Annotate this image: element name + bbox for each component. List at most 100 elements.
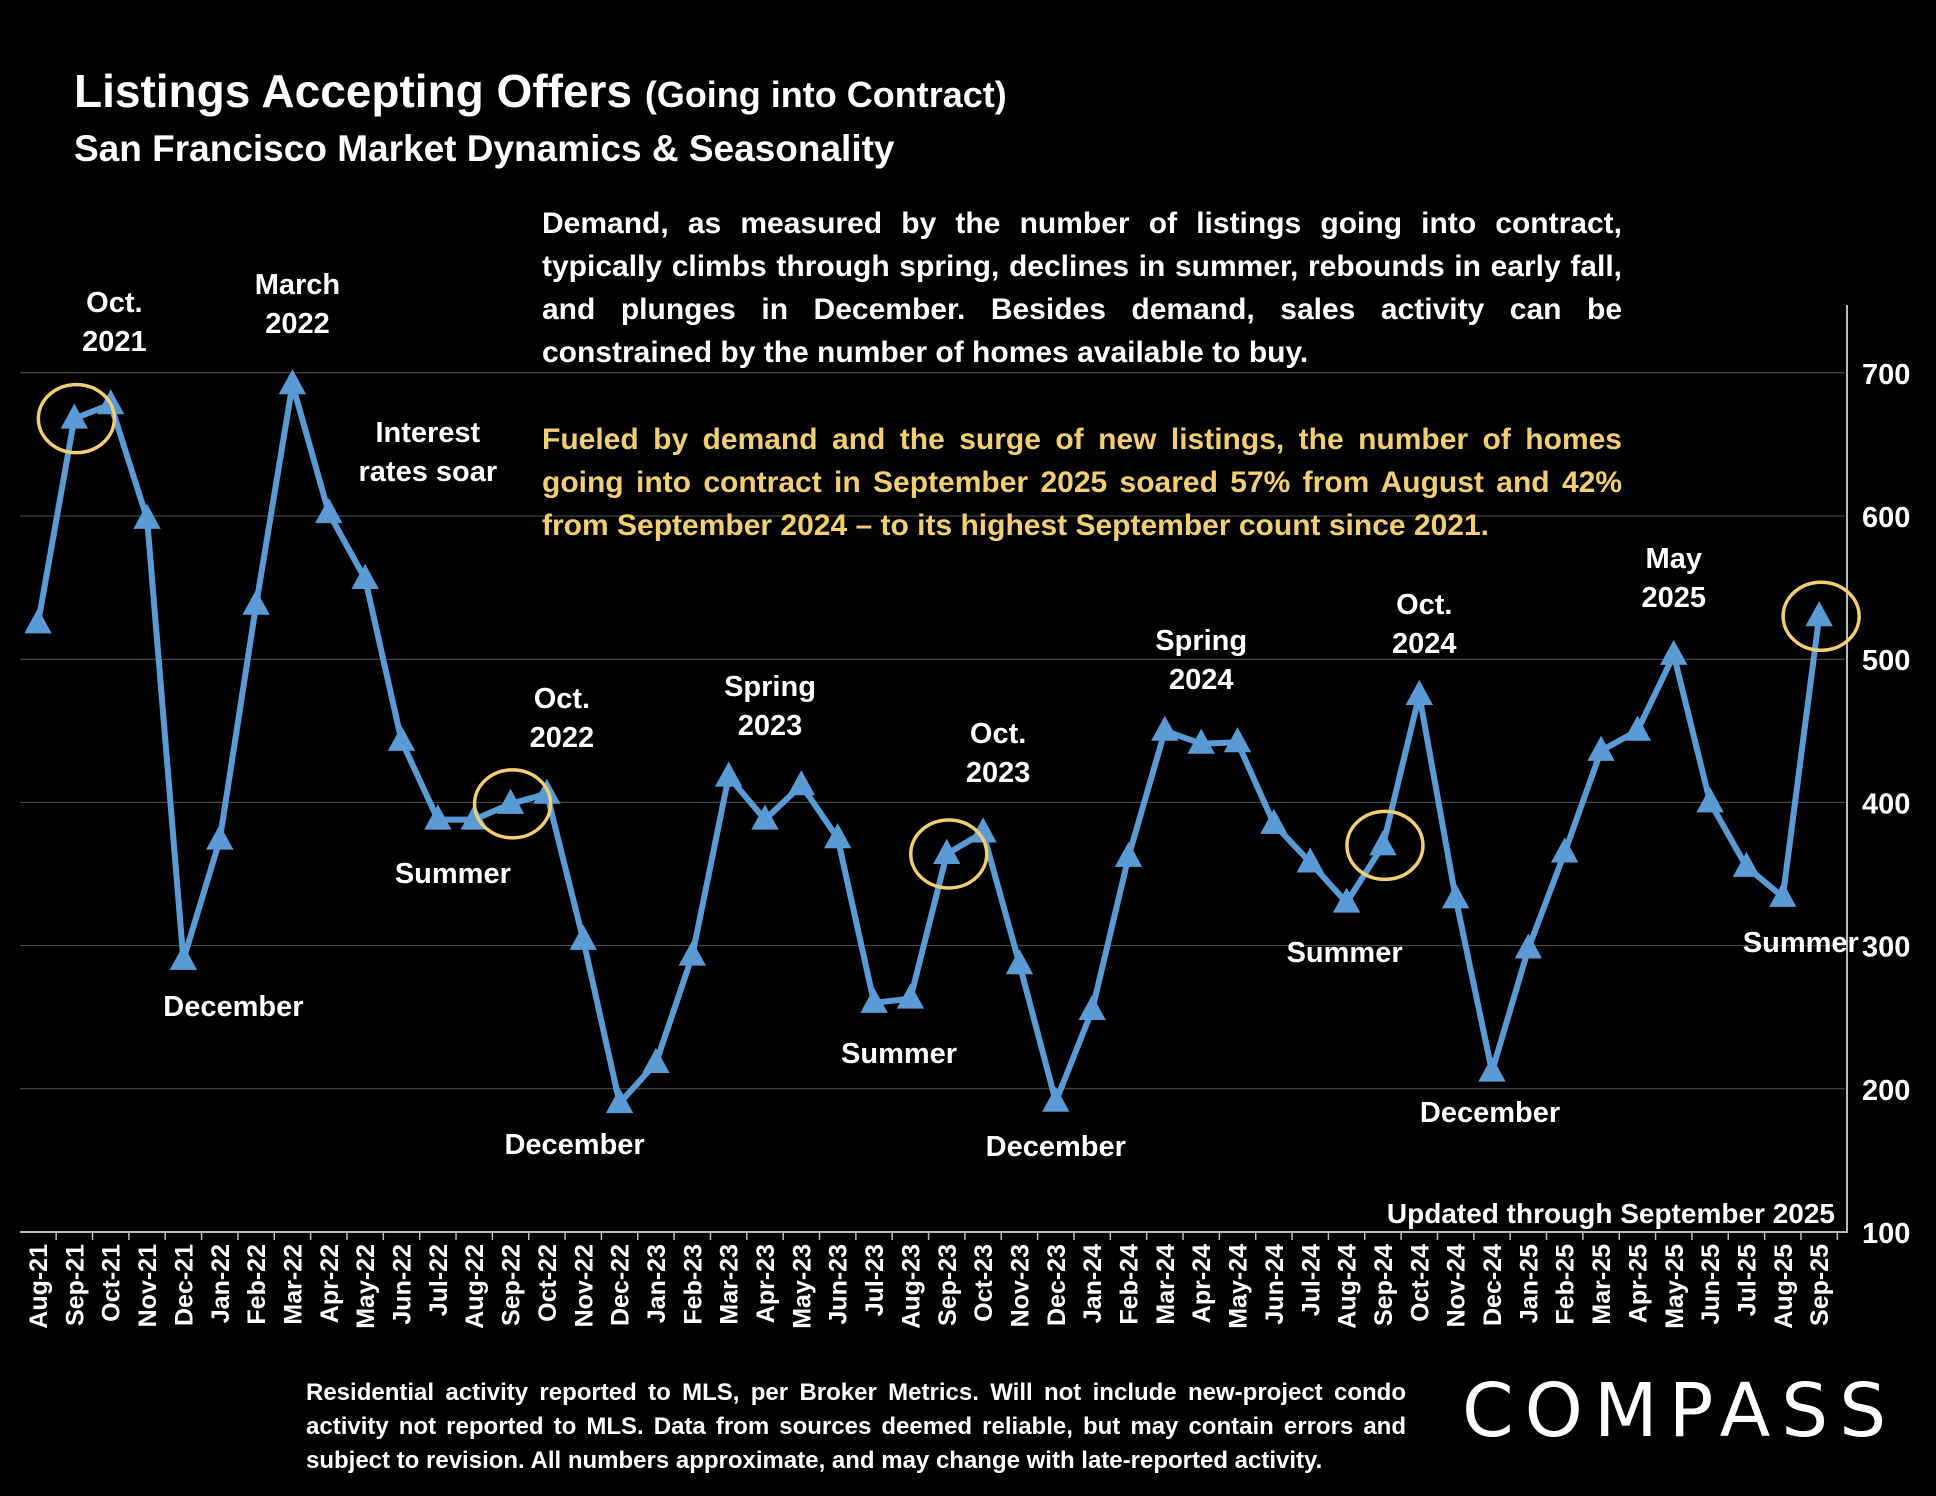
data-point	[1151, 715, 1179, 741]
data-point	[1551, 837, 1579, 863]
data-point	[351, 563, 379, 590]
x-tick-label: May-22	[352, 1244, 380, 1329]
annotation-label: December	[1420, 1097, 1560, 1129]
highlight-circle	[472, 768, 553, 840]
highlight-circle	[909, 818, 989, 890]
x-tick-label: Oct-24	[1406, 1244, 1434, 1322]
x-tick-label: May-23	[788, 1244, 816, 1329]
data-point	[496, 788, 525, 814]
x-tick-label: Nov-23	[1006, 1244, 1034, 1327]
y-tick-label: 200	[1862, 1075, 1910, 1107]
data-point	[1660, 639, 1688, 665]
y-tick-label: 700	[1862, 359, 1910, 391]
data-point	[1005, 949, 1034, 975]
x-tick-label: Jul-22	[425, 1244, 453, 1316]
x-tick-label: Jun-25	[1697, 1244, 1725, 1325]
data-point	[714, 761, 743, 787]
x-tick-label: Jan-24	[1079, 1244, 1107, 1323]
x-tick-label: Apr-24	[1188, 1244, 1216, 1323]
chart-title: Listings Accepting Offers (Going into Co…	[74, 65, 1007, 117]
x-tick-label: Aug-23	[897, 1244, 925, 1329]
x-tick-label: Jul-25	[1733, 1244, 1761, 1316]
x-tick-label: Aug-22	[461, 1244, 489, 1329]
x-tick-label: Oct-21	[98, 1244, 126, 1322]
x-tick-label: Jun-24	[1261, 1244, 1289, 1325]
x-tick-label: Apr-25	[1624, 1244, 1652, 1323]
annotation-label: May 2025	[1641, 543, 1706, 614]
annotation-label: December	[163, 991, 303, 1023]
x-tick-label: Sep-25	[1806, 1244, 1834, 1326]
annotation-label: March 2022	[255, 269, 340, 340]
x-tick-label: Feb-22	[243, 1244, 271, 1325]
data-point	[933, 838, 961, 864]
annotation-label: Summer	[841, 1038, 957, 1070]
x-tick-label: Feb-24	[1116, 1244, 1144, 1325]
y-tick-label: 500	[1862, 645, 1910, 677]
annotation-label: Oct. 2021	[82, 287, 147, 358]
annotation-label: Oct. 2024	[1392, 589, 1457, 660]
data-point	[751, 804, 779, 830]
data-point	[642, 1047, 670, 1074]
data-point	[278, 369, 307, 395]
x-tick-label: Apr-22	[316, 1244, 344, 1323]
annotation-label: Spring 2023	[724, 671, 816, 742]
data-point	[1587, 735, 1615, 761]
x-tick-label: Aug-24	[1334, 1244, 1362, 1329]
x-tick-label: Nov-22	[570, 1244, 598, 1327]
data-point	[169, 944, 198, 970]
x-tick-label: Sep-23	[934, 1244, 962, 1326]
x-tick-label: Mar-23	[716, 1244, 744, 1325]
data-point	[24, 608, 52, 634]
x-tick-label: Nov-24	[1443, 1244, 1471, 1327]
data-point	[1623, 715, 1652, 741]
data-point	[569, 924, 597, 950]
data-point	[860, 987, 888, 1013]
annotation-label: Spring 2024	[1155, 625, 1247, 696]
x-tick-label: May-24	[1225, 1244, 1253, 1329]
data-point	[1296, 847, 1324, 873]
x-tick-label: Jun-22	[389, 1244, 417, 1325]
updated-note: Updated through September 2025	[1387, 1198, 1835, 1229]
annotation-label: Summer	[395, 858, 511, 890]
data-point	[1478, 1056, 1506, 1082]
x-tick-label: Mar-24	[1152, 1244, 1180, 1325]
annotation-label: Oct. 2022	[530, 683, 595, 754]
x-tick-label: May-25	[1661, 1244, 1689, 1329]
annotation-label: Oct. 2023	[966, 718, 1031, 789]
chart-title-suffix: (Going into Contract)	[644, 74, 1007, 115]
x-tick-label: Oct-22	[534, 1244, 562, 1322]
data-point	[1441, 883, 1470, 909]
x-tick-label: Sep-22	[498, 1244, 526, 1326]
highlight-paragraph: Fueled by demand and the surge of new li…	[542, 423, 1622, 542]
data-point	[896, 983, 925, 1009]
data-point	[242, 589, 270, 615]
data-point	[387, 725, 416, 751]
x-tick-label: Sep-21	[61, 1244, 89, 1326]
data-point	[1732, 851, 1761, 877]
data-point	[315, 498, 343, 524]
highlight-circle	[1781, 580, 1861, 652]
x-tick-label: Nov-21	[134, 1244, 162, 1327]
highlight-circle	[1345, 809, 1425, 882]
y-tick-label: 400	[1862, 788, 1910, 820]
y-tick-label: 300	[1862, 932, 1910, 964]
x-tick-label: Aug-21	[25, 1244, 53, 1329]
chart-subtitle: San Francisco Market Dynamics & Seasonal…	[74, 128, 895, 169]
data-point	[1805, 601, 1833, 627]
data-point	[1260, 808, 1288, 834]
data-point	[1405, 679, 1433, 705]
data-point	[1769, 881, 1797, 907]
x-tick-label: Jan-23	[643, 1244, 671, 1323]
x-tick-label: Dec-24	[1479, 1244, 1507, 1326]
data-point	[1187, 728, 1215, 754]
x-tick-label: Dec-22	[607, 1244, 635, 1326]
x-tick-label: Aug-25	[1770, 1244, 1798, 1329]
data-point	[787, 770, 816, 796]
data-point	[1696, 787, 1724, 813]
data-point	[133, 503, 161, 529]
series-line	[35, 381, 1823, 1107]
data-point	[605, 1088, 634, 1114]
x-tick-label: Feb-25	[1552, 1244, 1580, 1325]
